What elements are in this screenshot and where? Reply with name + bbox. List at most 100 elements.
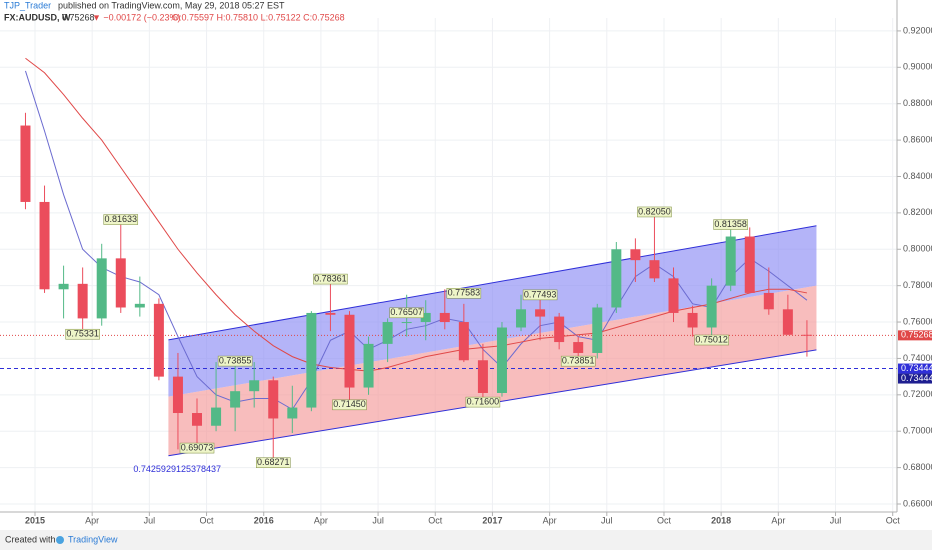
price-tag [898, 373, 932, 384]
price-tag [898, 363, 932, 374]
x-tick-label: Apr [543, 515, 557, 525]
y-tick-label: 0.92000 [903, 25, 932, 35]
candle-body [153, 303, 164, 377]
annotation-box [713, 219, 748, 230]
annotation-label: 0.81633 [104, 214, 137, 224]
candle-body [554, 316, 565, 343]
x-tick-label: 2016 [254, 515, 274, 525]
price-tag [898, 330, 932, 341]
annotation-label: 0.75012 [695, 334, 728, 344]
brand-icon [56, 536, 64, 544]
price-tag-label: 0.73444 [901, 363, 932, 373]
price-tag-label: 0.75268 [901, 330, 932, 340]
candle-body [115, 258, 126, 308]
candle-body [96, 258, 107, 319]
x-tick-label: Apr [771, 515, 785, 525]
annotation-label: 0.81358 [714, 219, 747, 229]
annotation-label: 0.73851 [562, 356, 595, 366]
annotation-label: 0.77493 [524, 289, 557, 299]
candle-body [744, 236, 755, 293]
candle-body [382, 322, 393, 344]
candle-body [516, 309, 527, 328]
annotation-label: 0.77583 [448, 288, 481, 298]
candle-body [611, 249, 622, 308]
candle-body [230, 391, 241, 408]
candle-body [668, 278, 679, 313]
candle-body [211, 407, 222, 426]
candle-body [592, 307, 603, 353]
candle-body [249, 380, 260, 392]
candle-body [496, 327, 507, 394]
annotation-box [313, 273, 348, 285]
annotation-box [256, 457, 291, 468]
candle-body [39, 201, 50, 290]
price-tag-label: 0.73444 [901, 373, 932, 383]
x-tick-label: Jul [830, 515, 842, 525]
x-tick-label: Apr [85, 515, 99, 525]
annotation-box [332, 399, 367, 411]
candle-body [401, 322, 412, 324]
candle-body [725, 236, 736, 286]
annotation-label: 0.71600 [467, 396, 500, 406]
candle-body [77, 283, 88, 319]
annotation-label: 0.82050 [638, 206, 671, 216]
published: published on TradingView.com, May 29, 20… [58, 0, 285, 10]
annotation-box [522, 289, 558, 301]
annotation-box [694, 334, 729, 346]
x-tick-label: Oct [657, 515, 672, 525]
candle-body [687, 312, 698, 328]
x-tick-label: Apr [314, 515, 328, 525]
x-tick-label: Jul [372, 515, 384, 525]
annotation-box [389, 307, 424, 319]
author[interactable]: TJP_Trader [4, 0, 51, 10]
annotation-box [465, 396, 501, 408]
annotation-box [560, 355, 596, 367]
candle-body [325, 312, 336, 315]
annotation-box [103, 214, 139, 225]
candle-body [363, 343, 374, 388]
channel-value: 0.7425929125378437 [133, 464, 221, 474]
change: ▼ −0.00172 (−0.23%) [92, 12, 180, 22]
candle-body [706, 285, 717, 328]
candle-body [20, 125, 31, 202]
annotation-label: 0.78361 [314, 273, 347, 283]
annotation-box [179, 442, 215, 454]
candle-body [535, 309, 546, 317]
candle-body [782, 309, 793, 335]
annotation-box [446, 287, 482, 299]
x-tick-label: Jul [144, 515, 156, 525]
candle-body [172, 376, 183, 414]
annotation-label: 0.75331 [66, 329, 99, 339]
last: 0.75268 [62, 12, 95, 22]
x-tick-label: Oct [200, 515, 215, 525]
candle-body [306, 312, 317, 408]
candle-body [458, 322, 469, 361]
annotation-label: 0.71450 [333, 399, 366, 409]
candle-body [439, 312, 450, 323]
x-tick-label: Jul [601, 515, 613, 525]
x-tick-label: 2015 [25, 515, 45, 525]
candle-body [763, 292, 774, 310]
annotation-label: 0.68271 [257, 457, 290, 467]
annotation-label: 0.76507 [390, 307, 423, 317]
candle-body [801, 334, 812, 336]
candle-body [344, 314, 355, 388]
candle-body [630, 249, 641, 261]
annotation-box [217, 355, 253, 367]
x-tick-label: 2018 [711, 515, 731, 525]
ohlc: O:0.75597 H:0.75810 L:0.75122 C:0.75268 [172, 12, 345, 22]
footer-brand[interactable]: TradingView [68, 534, 118, 544]
x-tick-label: 2017 [482, 515, 502, 525]
candle-body [134, 303, 145, 308]
candle-body [192, 413, 203, 426]
x-tick-label: Oct [428, 515, 443, 525]
